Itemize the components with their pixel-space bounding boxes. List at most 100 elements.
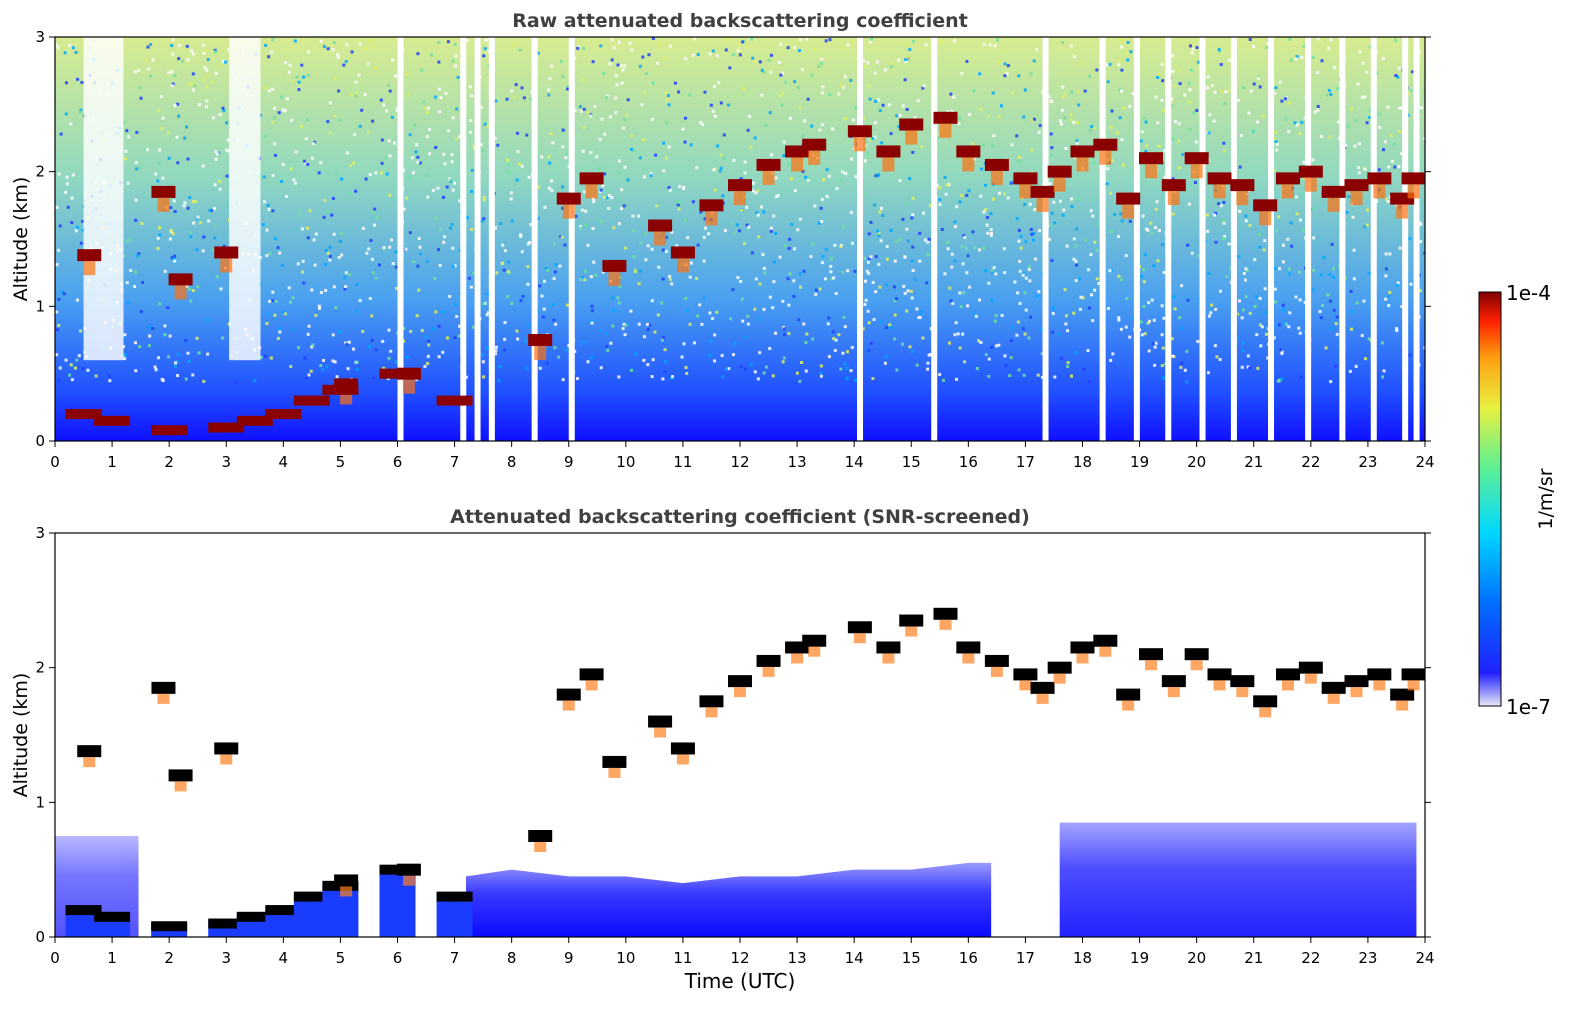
cloud-edge-mark — [734, 687, 746, 698]
noise-speckle — [729, 221, 733, 225]
noise-speckle — [202, 379, 206, 383]
noise-speckle — [642, 358, 646, 362]
noise-speckle — [731, 53, 735, 57]
noise-speckle — [1248, 366, 1252, 370]
noise-speckle — [1207, 131, 1211, 135]
x-tick-label: 2 — [164, 949, 174, 967]
noise-speckle — [559, 235, 563, 239]
x-tick-label: 1 — [107, 949, 117, 967]
noise-speckle — [431, 327, 435, 331]
noise-speckle — [1410, 70, 1414, 74]
noise-speckle — [906, 55, 910, 59]
noise-speckle — [1069, 44, 1073, 48]
noise-speckle — [906, 289, 910, 293]
noise-speckle — [1197, 254, 1201, 258]
noise-speckle — [507, 171, 511, 175]
noise-speckle — [265, 228, 269, 232]
noise-speckle — [540, 294, 544, 298]
noise-speckle — [653, 330, 657, 334]
noise-speckle — [819, 371, 823, 375]
noise-speckle — [600, 117, 604, 121]
noise-speckle — [170, 70, 174, 74]
noise-speckle — [1244, 267, 1248, 271]
noise-speckle — [788, 237, 792, 241]
noise-speckle — [191, 200, 195, 204]
noise-speckle — [300, 270, 304, 274]
cloud-layer-mark — [1030, 185, 1055, 198]
noise-speckle — [1017, 228, 1021, 232]
noise-speckle — [1281, 243, 1285, 247]
noise-speckle — [677, 200, 681, 204]
noise-speckle — [506, 269, 510, 273]
noise-speckle — [158, 302, 162, 306]
noise-speckle — [187, 359, 191, 363]
noise-speckle — [168, 334, 172, 338]
noise-speckle — [1095, 68, 1099, 72]
noise-speckle — [307, 373, 311, 377]
noise-speckle — [1208, 113, 1212, 117]
noise-speckle — [670, 376, 674, 380]
noise-speckle — [739, 279, 743, 283]
noise-speckle — [662, 169, 666, 173]
noise-speckle — [821, 85, 825, 89]
noise-speckle — [76, 77, 80, 81]
noise-speckle — [876, 98, 880, 102]
noise-speckle — [1171, 177, 1175, 181]
cloud-layer-mark — [984, 654, 1009, 667]
noise-speckle — [558, 264, 562, 268]
noise-speckle — [644, 71, 648, 75]
noise-speckle — [1120, 219, 1124, 223]
noise-speckle — [81, 228, 85, 232]
noise-speckle — [340, 177, 344, 181]
noise-speckle — [1382, 369, 1386, 373]
noise-speckle — [264, 43, 268, 47]
cloud-layer-mark — [1230, 675, 1255, 688]
noise-speckle — [650, 247, 654, 251]
noise-speckle — [947, 183, 951, 187]
noise-speckle — [1088, 74, 1092, 78]
noise-speckle — [623, 64, 627, 68]
cloud-edge-mark — [1327, 693, 1340, 704]
noise-speckle — [913, 116, 917, 120]
noise-speckle — [1120, 45, 1124, 49]
noise-speckle — [1153, 363, 1157, 367]
noise-speckle — [1019, 246, 1023, 250]
x-tick-label: 4 — [279, 453, 289, 471]
noise-speckle — [458, 199, 462, 203]
noise-speckle — [79, 108, 83, 112]
boundary-layer-mark — [208, 918, 245, 929]
noise-speckle — [510, 89, 514, 93]
noise-speckle — [967, 113, 971, 117]
noise-speckle — [261, 223, 265, 227]
noise-speckle — [1247, 111, 1251, 115]
noise-speckle — [746, 128, 750, 132]
cloud-layer-mark — [802, 634, 827, 647]
noise-speckle — [554, 263, 558, 267]
noise-speckle — [651, 81, 655, 85]
noise-speckle — [202, 235, 206, 239]
x-tick-label: 15 — [902, 453, 921, 471]
noise-speckle — [427, 339, 431, 343]
noise-speckle — [185, 284, 189, 288]
noise-speckle — [1286, 237, 1290, 241]
noise-speckle — [1355, 301, 1359, 305]
noise-speckle — [377, 263, 381, 267]
noise-speckle — [830, 277, 834, 281]
noise-speckle — [664, 249, 668, 253]
noise-speckle — [441, 195, 445, 199]
noise-speckle — [371, 46, 375, 50]
noise-speckle — [792, 247, 796, 251]
noise-speckle — [670, 282, 674, 286]
noise-speckle — [1220, 89, 1224, 93]
noise-speckle — [1258, 323, 1262, 327]
noise-speckle — [769, 229, 773, 233]
noise-speckle — [525, 133, 529, 137]
noise-speckle — [598, 329, 602, 333]
noise-speckle — [641, 55, 645, 59]
noise-speckle — [283, 61, 287, 65]
cloud-layer-mark — [648, 219, 673, 232]
noise-speckle — [332, 232, 336, 236]
noise-speckle — [328, 131, 332, 135]
noise-speckle — [779, 73, 783, 77]
noise-speckle — [253, 379, 257, 383]
